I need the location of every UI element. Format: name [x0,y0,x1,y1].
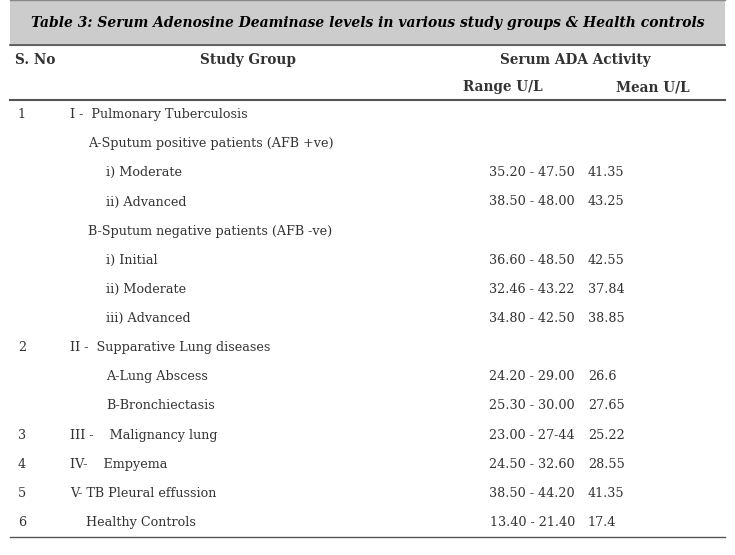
Text: 17.4: 17.4 [588,516,617,529]
Text: 28.55: 28.55 [588,458,625,471]
Text: Table 3: Serum Adenosine Deaminase levels in various study groups & Health contr: Table 3: Serum Adenosine Deaminase level… [31,16,704,29]
Text: 38.50 - 44.20: 38.50 - 44.20 [490,487,575,500]
Text: ii) Moderate: ii) Moderate [106,283,186,296]
Text: 23.00 - 27-44: 23.00 - 27-44 [490,428,575,442]
Text: 24.50 - 32.60: 24.50 - 32.60 [490,458,575,471]
Text: iii) Advanced: iii) Advanced [106,312,190,325]
Text: B-Sputum negative patients (AFB -ve): B-Sputum negative patients (AFB -ve) [88,225,332,238]
Text: V- TB Pleural effussion: V- TB Pleural effussion [70,487,216,500]
Text: 32.46 - 43.22: 32.46 - 43.22 [490,283,575,296]
Text: Mean U/L: Mean U/L [616,80,689,94]
Text: IV-    Empyema: IV- Empyema [70,458,168,471]
Text: 3: 3 [18,428,26,442]
Text: 24.20 - 29.00: 24.20 - 29.00 [490,370,575,384]
Text: 13.40 - 21.40: 13.40 - 21.40 [490,516,575,529]
Text: 2: 2 [18,341,26,354]
Text: 27.65: 27.65 [588,400,625,412]
Text: Range U/L: Range U/L [463,80,542,94]
Text: 35.20 - 47.50: 35.20 - 47.50 [490,166,575,179]
Text: i) Initial: i) Initial [106,254,157,267]
Text: 5: 5 [18,487,26,500]
Text: 41.35: 41.35 [588,166,625,179]
Text: A-Lung Abscess: A-Lung Abscess [106,370,208,384]
Text: I -  Pulmonary Tuberculosis: I - Pulmonary Tuberculosis [70,108,248,121]
Text: II -  Supparative Lung diseases: II - Supparative Lung diseases [70,341,270,354]
Text: Study Group: Study Group [200,53,295,67]
Text: 25.30 - 30.00: 25.30 - 30.00 [490,400,575,412]
Text: 6: 6 [18,516,26,529]
Text: 42.55: 42.55 [588,254,625,267]
Text: Healthy Controls: Healthy Controls [70,516,196,529]
Text: B-Bronchiectasis: B-Bronchiectasis [106,400,215,412]
Text: S. No: S. No [15,53,55,67]
Text: 43.25: 43.25 [588,195,625,209]
Text: i) Moderate: i) Moderate [106,166,182,179]
Text: 38.50 - 48.00: 38.50 - 48.00 [490,195,575,209]
Bar [10,0,725,45]
Text: 41.35: 41.35 [588,487,625,500]
Text: 1: 1 [18,108,26,121]
Text: 36.60 - 48.50: 36.60 - 48.50 [490,254,575,267]
Text: III -    Malignancy lung: III - Malignancy lung [70,428,218,442]
Text: A-Sputum positive patients (AFB +ve): A-Sputum positive patients (AFB +ve) [88,137,334,150]
Text: ii) Advanced: ii) Advanced [106,195,187,209]
Text: 34.80 - 42.50: 34.80 - 42.50 [490,312,575,325]
Text: 25.22: 25.22 [588,428,625,442]
Text: 37.84: 37.84 [588,283,625,296]
Text: 4: 4 [18,458,26,471]
Text: Serum ADA Activity: Serum ADA Activity [500,53,650,67]
Text: 26.6: 26.6 [588,370,617,384]
Text: 38.85: 38.85 [588,312,625,325]
